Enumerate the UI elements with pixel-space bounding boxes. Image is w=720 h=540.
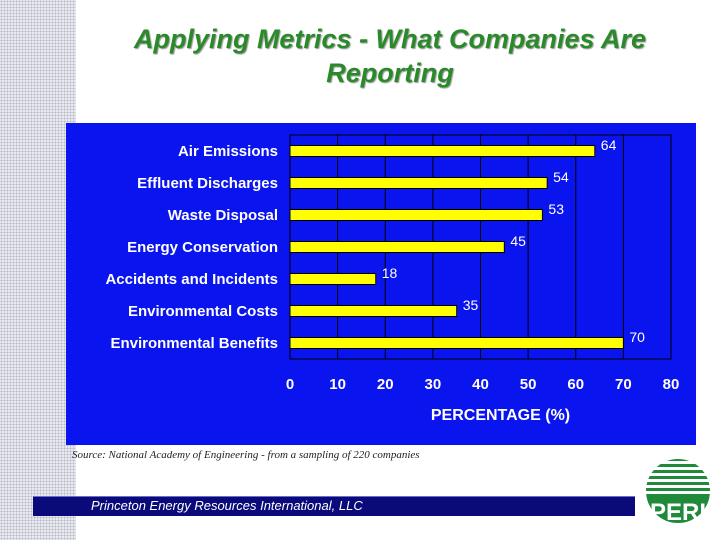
bar — [289, 209, 543, 221]
x-tick-label: 50 — [520, 376, 537, 393]
x-tick-label: 0 — [286, 376, 294, 393]
category-label: Accidents and Incidents — [105, 271, 278, 288]
source-note: Source: National Academy of Engineering … — [72, 449, 420, 461]
bar-chart: Air Emissions 64 Effluent Discharges 54 Wast… — [105, 134, 680, 424]
bar — [289, 273, 377, 285]
footer-bar: Princeton Energy Resources International… — [33, 496, 635, 516]
data-label: 64 — [601, 137, 617, 153]
category-label: Waste Disposal — [168, 207, 278, 224]
data-label: 18 — [382, 265, 398, 281]
bar — [289, 305, 458, 317]
category-label: Environmental Benefits — [110, 335, 278, 352]
x-tick-label: 70 — [615, 376, 632, 393]
decorative-side-strip — [0, 0, 76, 540]
slide-title: Applying Metrics - What Companies Are Re… — [133, 24, 647, 88]
x-tick-label: 20 — [377, 376, 394, 393]
category-label: Environmental Costs — [128, 303, 278, 320]
x-axis-label: PERCENTAGE (%) — [431, 407, 570, 424]
category-label: Air Emissions — [178, 143, 278, 160]
x-tick-label: 80 — [663, 376, 680, 393]
footer-company-name: Princeton Energy Resources International… — [91, 498, 363, 513]
x-tick-label: 60 — [567, 376, 584, 393]
data-label: 53 — [548, 201, 564, 217]
x-tick-label: 30 — [425, 376, 442, 393]
bar — [289, 337, 624, 349]
peri-logo: PERI — [646, 459, 710, 524]
category-label: Effluent Discharges — [137, 175, 278, 192]
x-tick-label: 40 — [472, 376, 489, 393]
chart-panel: Air Emissions 64 Effluent Discharges 54 Wast… — [66, 123, 696, 445]
data-label: 70 — [629, 329, 645, 345]
logo-lettering: PERI — [650, 499, 706, 524]
bar — [289, 177, 548, 189]
data-label: 35 — [463, 297, 479, 313]
data-label: 45 — [510, 233, 526, 249]
data-label: 54 — [553, 169, 569, 185]
bar — [289, 145, 596, 157]
bar — [289, 241, 505, 253]
x-tick-label: 10 — [329, 376, 346, 393]
category-label: Energy Conservation — [127, 239, 278, 256]
